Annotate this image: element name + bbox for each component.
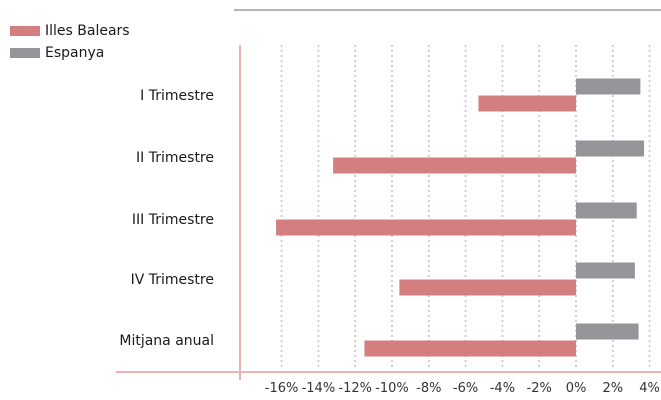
x-tick-label-4: 4% <box>639 381 660 396</box>
bar-illes-balears-i-trimestre <box>478 95 576 112</box>
legend-swatch-illes-balears <box>10 26 40 36</box>
x-tick-label-6: -6% <box>453 381 478 396</box>
category-label-iv-trimestre: IV Trimestre <box>131 272 214 288</box>
bar-illes-balears-ii-trimestre <box>333 157 576 174</box>
category-label-iii-trimestre: III Trimestre <box>132 212 214 228</box>
x-tick-label-2: 2% <box>602 381 623 396</box>
category-label-mitjana-anual: Mitjana anual <box>119 333 214 349</box>
bar-espanya-iv-trimestre <box>576 262 635 279</box>
x-tick-label-0: 0% <box>566 381 587 396</box>
legend-item-espanya: Espanya <box>10 45 104 61</box>
bar-espanya-ii-trimestre <box>576 140 645 157</box>
x-tick-label-14: -14% <box>302 381 336 396</box>
x-tick-label-8: -8% <box>416 381 441 396</box>
legend-label-illes-balears: Illes Balears <box>45 23 130 39</box>
legend-item-illes-balears: Illes Balears <box>10 23 130 39</box>
bar-illes-balears-mitjana-anual <box>364 340 576 357</box>
category-label-i-trimestre: I Trimestre <box>140 88 214 104</box>
bar-espanya-i-trimestre <box>576 78 641 95</box>
bar-illes-balears-iii-trimestre <box>276 219 576 236</box>
category-label-ii-trimestre: II Trimestre <box>136 150 214 166</box>
bar-illes-balears-iv-trimestre <box>399 279 576 296</box>
x-tick-label-12: -12% <box>338 381 372 396</box>
bar-espanya-iii-trimestre <box>576 202 637 219</box>
x-tick-label-16: -16% <box>265 381 299 396</box>
bar-espanya-mitjana-anual <box>576 323 639 340</box>
legend-swatch-espanya <box>10 48 40 58</box>
x-tick-label-2: -2% <box>527 381 552 396</box>
legend-label-espanya: Espanya <box>45 45 105 61</box>
x-tick-label-10: -10% <box>375 381 409 396</box>
x-tick-label-4: -4% <box>490 381 515 396</box>
